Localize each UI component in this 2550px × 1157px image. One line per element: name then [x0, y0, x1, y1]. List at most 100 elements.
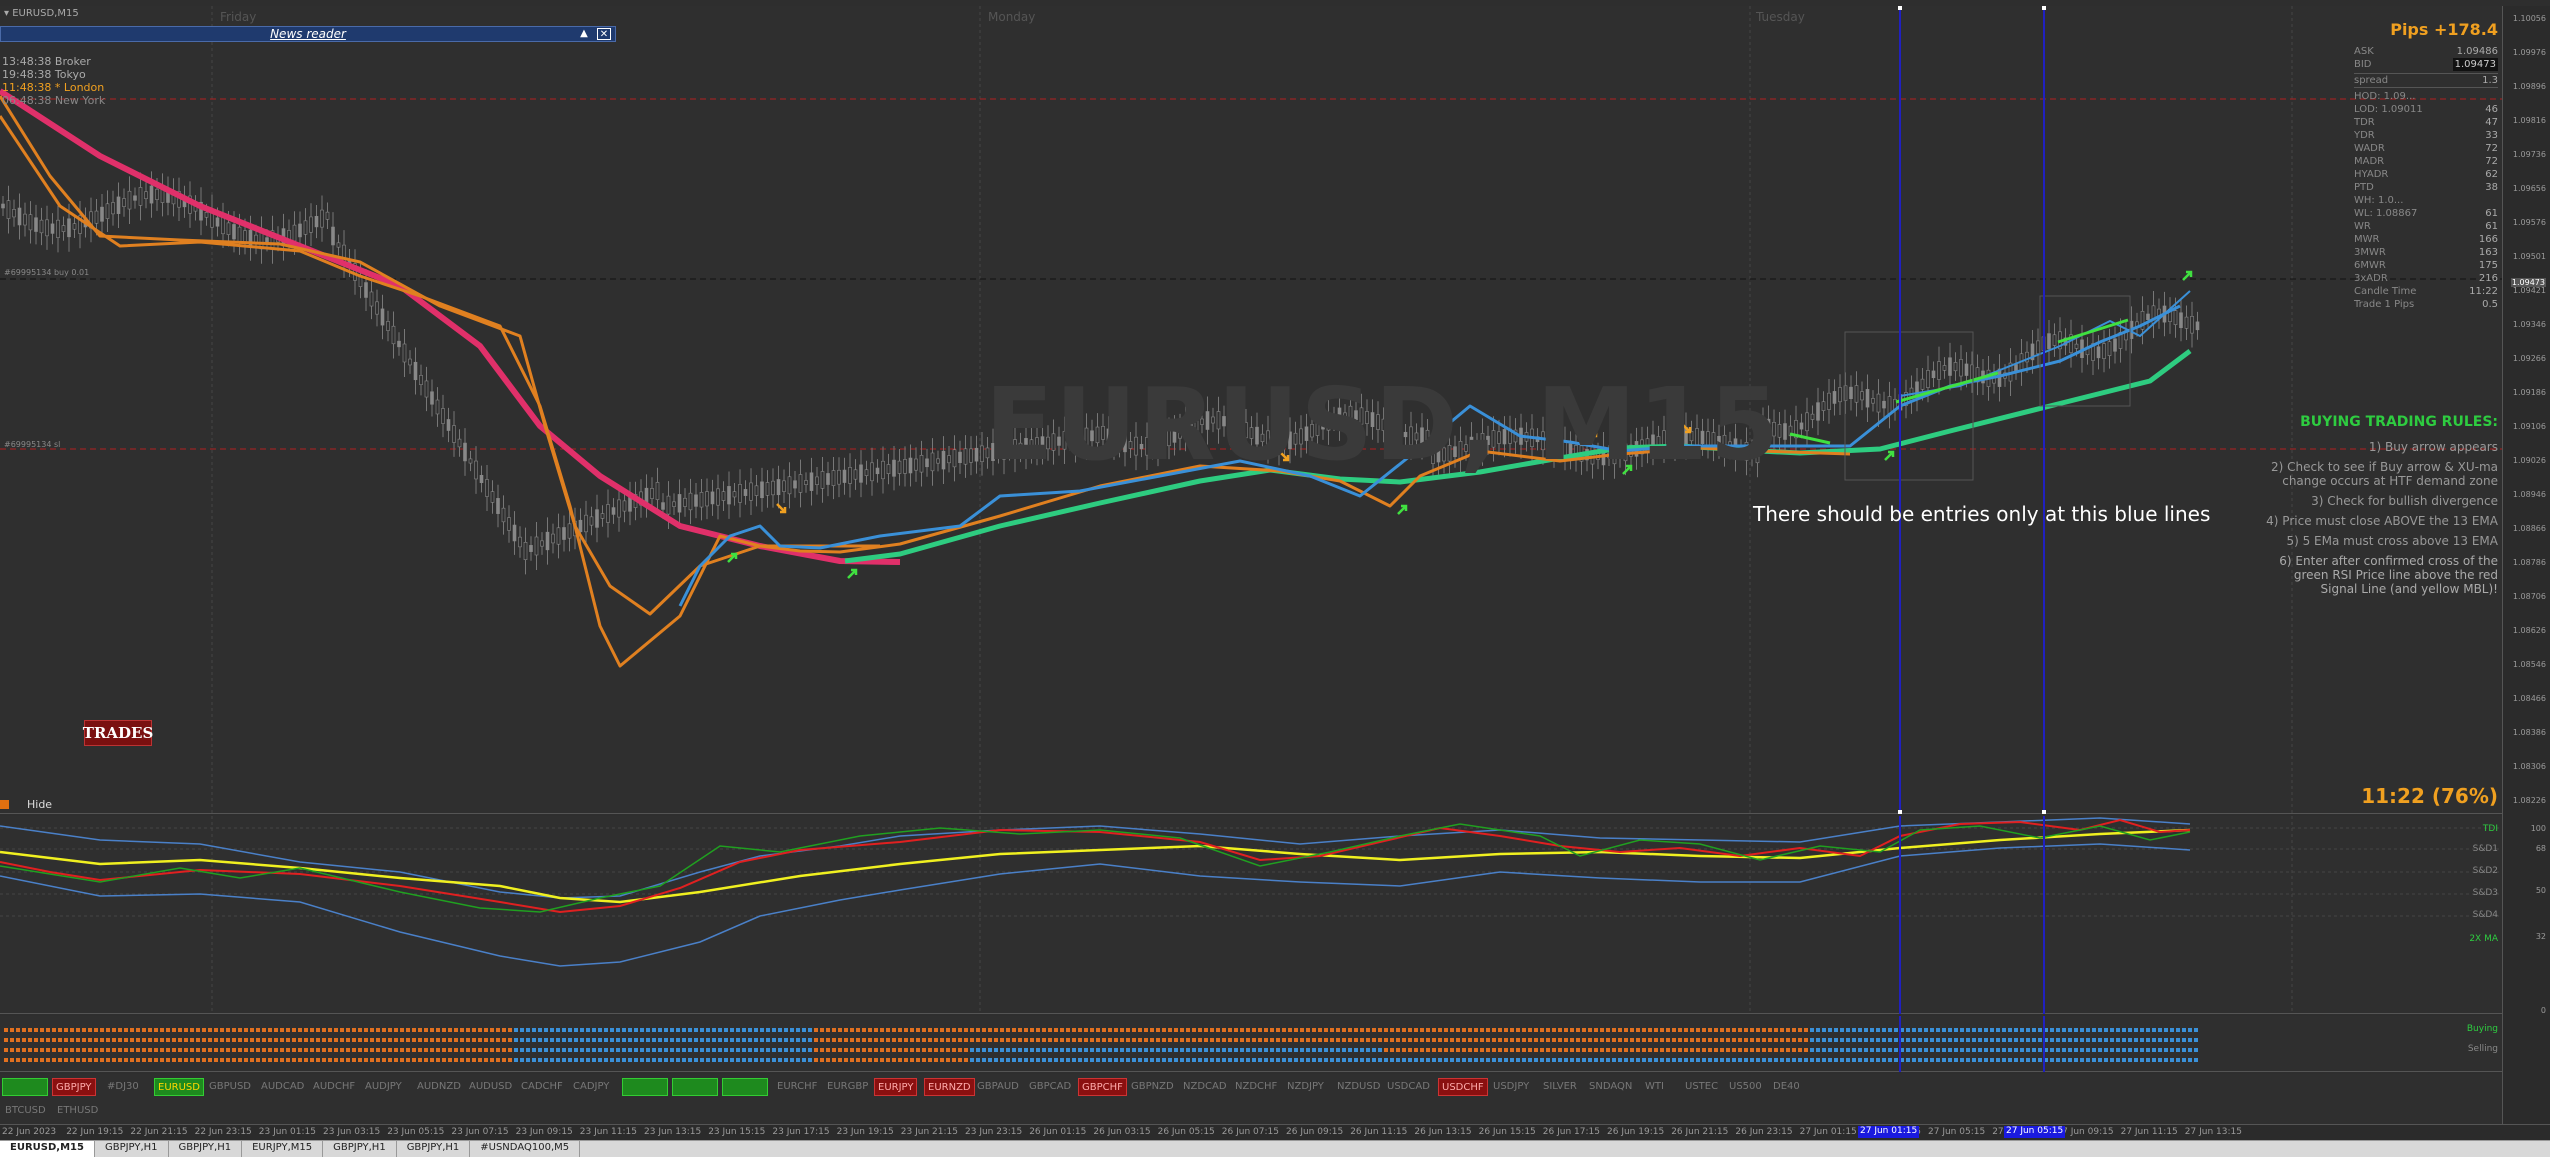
pair-button-nzdcad[interactable]: NZDCAD [1183, 1081, 1227, 1092]
signal-dot [1234, 1058, 1238, 1062]
pair-button-eurusd[interactable]: EURUSD [154, 1078, 204, 1096]
signal-dot [166, 1028, 170, 1032]
pair-button-btcusd[interactable]: BTCUSD [5, 1105, 46, 1116]
signal-dots-pane[interactable]: Buying Selling [0, 1016, 2502, 1072]
signal-dot [622, 1058, 626, 1062]
pair-button-wti[interactable]: WTI [1645, 1081, 1664, 1092]
pair-button-dj30[interactable]: #DJ30 [107, 1081, 139, 1092]
pair-button-ethusd[interactable]: ETHUSD [57, 1105, 99, 1116]
signal-dot [1816, 1048, 1820, 1052]
main-chart-pane[interactable]: EURUSD, M15 Friday Monday Tuesday ▾ EURU… [0, 6, 2502, 814]
chart-tab[interactable]: EURUSD,M15 [0, 1141, 95, 1157]
signal-dot [1528, 1058, 1532, 1062]
signal-dot [886, 1058, 890, 1062]
price-chart-canvas[interactable] [0, 6, 2502, 814]
signal-dot [1528, 1038, 1532, 1042]
chart-tab[interactable]: GBPJPY,H1 [397, 1141, 471, 1157]
pair-button-ustec[interactable]: USTEC [1685, 1081, 1719, 1092]
pair-button-usdchf[interactable]: USDCHF [1438, 1078, 1488, 1096]
pair-button-audcad[interactable]: AUDCAD [261, 1081, 305, 1092]
pair-button-audjpy[interactable]: AUDJPY [365, 1081, 402, 1092]
chart-tab[interactable]: GBPJPY,H1 [95, 1141, 169, 1157]
signal-dot [100, 1028, 104, 1032]
pair-button-nzdjpy[interactable]: NZDJPY [1287, 1081, 1324, 1092]
signal-dot [568, 1028, 572, 1032]
order-label-sl[interactable]: #69995134 sl [4, 440, 61, 449]
pair-button-eurchf[interactable]: EURCHF [777, 1081, 818, 1092]
stat-key: LOD: 1.09011 [2354, 104, 2423, 115]
signal-dot [1012, 1058, 1016, 1062]
toggle-square-icon[interactable] [0, 800, 9, 809]
pair-button-audnzd[interactable]: AUDNZD [417, 1081, 461, 1092]
signal-dot [148, 1058, 152, 1062]
price-tick-label: 1.08786 [2512, 558, 2546, 567]
pair-button-cadchf[interactable]: CADCHF [521, 1081, 563, 1092]
pair-button-gbpjpy[interactable]: GBPJPY [52, 1078, 96, 1096]
signal-dot [1096, 1028, 1100, 1032]
chart-tab[interactable]: EURJPY,M15 [242, 1141, 324, 1157]
candle-body [952, 449, 957, 468]
chart-tab[interactable]: GBPJPY,H1 [323, 1141, 397, 1157]
pair-button-eurusd[interactable] [2, 1078, 48, 1096]
signal-dot [1252, 1058, 1256, 1062]
signal-dot [454, 1048, 458, 1052]
pair-button-eurnzd[interactable]: EURNZD [924, 1078, 975, 1096]
signal-dot [1180, 1038, 1184, 1042]
pair-button-sndaqn[interactable]: SNDAQN [1589, 1081, 1633, 1092]
time-axis[interactable]: 22 Jun 2023 22 Jun 19:15 22 Jun 21:15 22 Ju… [0, 1124, 2550, 1140]
hide-toggle[interactable]: Hide [0, 798, 52, 811]
signal-dot [424, 1038, 428, 1042]
signal-dot [1588, 1028, 1592, 1032]
signal-dot [1132, 1028, 1136, 1032]
signal-dot [1684, 1038, 1688, 1042]
pair-button-audchf[interactable]: AUDCHF [313, 1081, 356, 1092]
candle-body [1205, 411, 1210, 430]
pair-button-audusd[interactable]: AUDUSD [469, 1081, 513, 1092]
news-reader-bar[interactable]: News reader ▲ ✕ [0, 26, 616, 42]
candle-body [925, 458, 929, 468]
candle-body [435, 399, 440, 415]
bid-value: 1.09473 [2452, 58, 2498, 71]
minimize-icon[interactable]: ▲ [580, 28, 588, 39]
tdi-canvas[interactable] [0, 816, 2502, 1014]
pair-button-usdcad[interactable]: USDCAD [1387, 1081, 1430, 1092]
pair-button-usdjpy[interactable]: USDJPY [1493, 1081, 1530, 1092]
candle-body [870, 462, 874, 482]
tdi-indicator-pane[interactable]: TDI S&D1 S&D2 S&D3 S&D4 2X MA [0, 816, 2502, 1014]
signal-dot [1168, 1048, 1172, 1052]
pair-button-us500[interactable]: US500 [1729, 1081, 1762, 1092]
signal-dot [328, 1028, 332, 1032]
candle-body [100, 206, 104, 222]
close-icon[interactable]: ✕ [597, 28, 611, 40]
pair-button-chfjpy[interactable] [622, 1078, 668, 1096]
candle-body [793, 480, 797, 489]
order-label-buy[interactable]: #69995134 buy 0.01 [4, 268, 90, 277]
pair-button-cadjpy[interactable]: CADJPY [573, 1081, 610, 1092]
pair-button-de40[interactable]: DE40 [1773, 1081, 1800, 1092]
chart-tab[interactable]: #USNDAQ100,M5 [470, 1141, 581, 1157]
pair-button-gbpnzd[interactable]: GBPNZD [1131, 1081, 1174, 1092]
candle-body [1035, 437, 1039, 453]
price-scale[interactable]: 1.10056 1.09976 1.09896 1.09816 1.09736 1.096… [2502, 6, 2550, 1124]
news-reader-title[interactable]: News reader [270, 27, 346, 41]
pair-button-nzdchf[interactable]: NZDCHF [1235, 1081, 1278, 1092]
signal-dot [184, 1058, 188, 1062]
trades-button[interactable]: TRADES [83, 720, 153, 746]
pair-button-nzdusd[interactable]: NZDUSD [1337, 1081, 1381, 1092]
signal-dot [2050, 1058, 2054, 1062]
pair-button-eurcad[interactable] [722, 1078, 768, 1096]
signal-dot [1222, 1038, 1226, 1042]
pair-button-euraud[interactable] [672, 1078, 718, 1096]
signal-dot [682, 1058, 686, 1062]
pair-button-eurgbp[interactable]: EURGBP [827, 1081, 869, 1092]
pair-button-gbpaud[interactable]: GBPAUD [977, 1081, 1019, 1092]
pair-button-gbpusd[interactable]: GBPUSD [209, 1081, 252, 1092]
pair-button-silver[interactable]: SILVER [1543, 1081, 1577, 1092]
hide-label[interactable]: Hide [27, 798, 53, 811]
signal-dot [322, 1028, 326, 1032]
pair-button-gbpchf[interactable]: GBPCHF [1078, 1078, 1127, 1096]
signal-dot [2140, 1058, 2144, 1062]
pair-button-eurjpy[interactable]: EURJPY [874, 1078, 918, 1096]
pair-button-gbpcad[interactable]: GBPCAD [1029, 1081, 1072, 1092]
chart-tab[interactable]: GBPJPY,H1 [169, 1141, 243, 1157]
